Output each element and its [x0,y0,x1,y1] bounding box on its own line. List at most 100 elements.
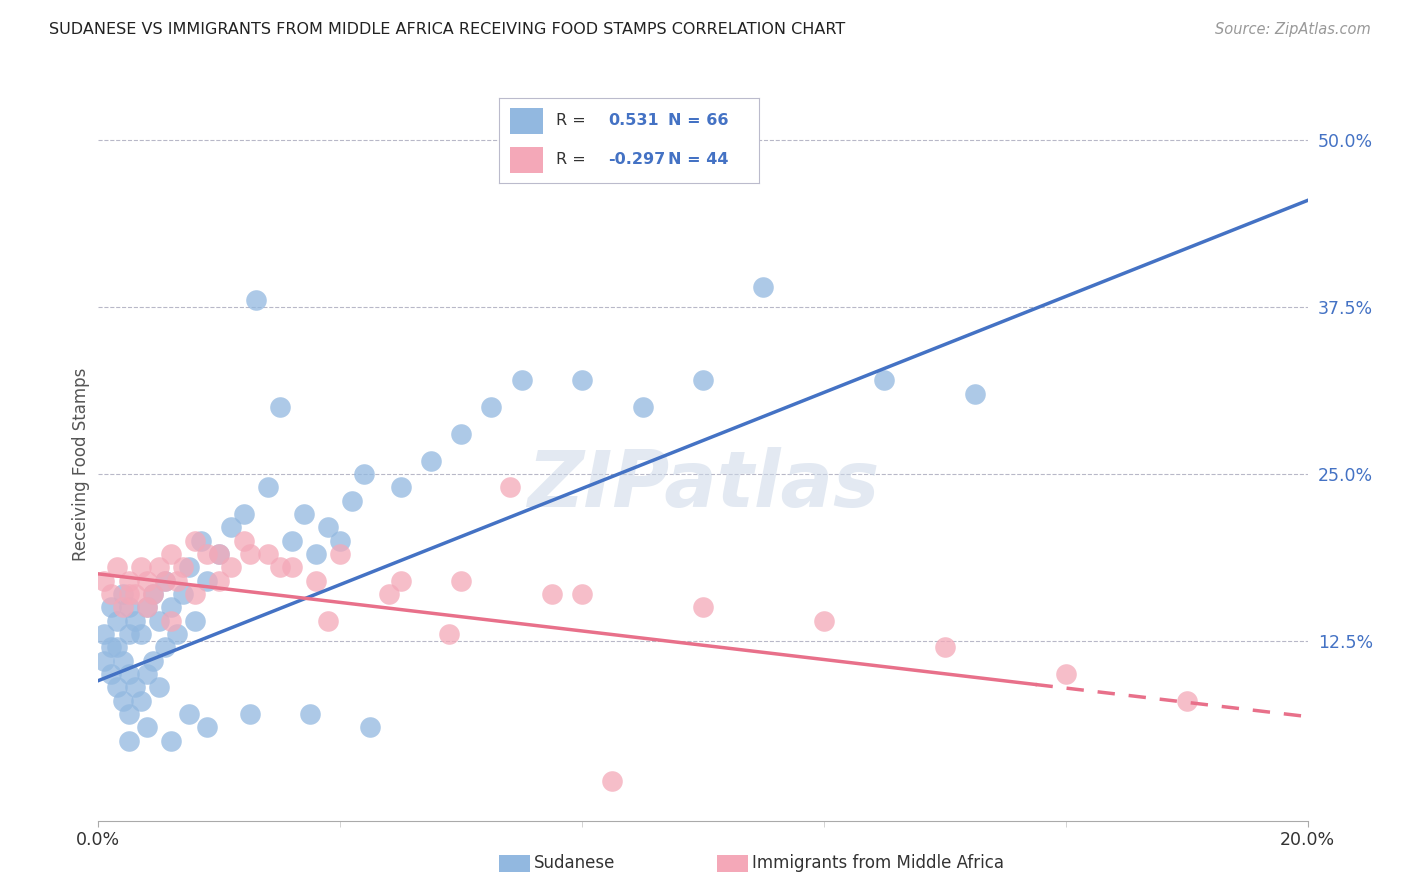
Point [692,374,714,388]
Point [160,547,183,561]
Point [232,507,254,521]
Point [934,640,956,655]
Point [377,587,399,601]
Point [100,600,122,615]
Point [160,733,183,747]
Point [184,587,207,601]
Text: 0.531: 0.531 [609,113,659,128]
Point [1054,667,1077,681]
Point [135,667,157,681]
Point [100,667,122,681]
Point [118,733,141,747]
Point [269,560,291,574]
Point [305,547,328,561]
Point [118,706,141,721]
Point [105,640,128,655]
Point [160,600,183,615]
Point [873,374,896,388]
Point [111,654,134,668]
Point [142,654,165,668]
Point [148,680,170,694]
Point [692,600,714,615]
Point [437,627,460,641]
Point [172,560,194,574]
Point [571,587,593,601]
Point [571,374,593,388]
Point [135,720,157,734]
Point [105,614,128,628]
FancyBboxPatch shape [509,108,543,134]
Point [172,587,194,601]
Text: ZIPatlas: ZIPatlas [527,447,879,524]
Point [118,600,141,615]
Point [299,706,322,721]
Point [93,627,115,641]
Point [166,627,188,641]
Point [177,706,201,721]
Point [93,574,115,588]
Point [105,680,128,694]
Point [281,533,304,548]
Point [208,547,231,561]
Point [124,614,146,628]
Point [177,560,201,574]
Point [481,400,503,414]
Point [221,520,243,534]
Point [118,627,141,641]
Point [166,574,188,588]
Point [135,600,157,615]
Point [305,574,328,588]
Point [160,614,183,628]
Point [540,587,562,601]
Point [221,560,243,574]
Point [135,574,157,588]
Point [142,587,165,601]
Text: R =: R = [557,113,586,128]
Point [342,493,364,508]
Point [360,720,382,734]
Text: Source: ZipAtlas.com: Source: ZipAtlas.com [1215,22,1371,37]
Point [142,587,165,601]
Point [239,706,262,721]
Point [389,480,412,494]
Point [111,693,134,707]
Text: -0.297: -0.297 [609,153,665,168]
Point [631,400,654,414]
Point [190,533,212,548]
Point [100,640,122,655]
Point [292,507,315,521]
Point [118,587,141,601]
Point [602,773,624,788]
Text: Sudanese: Sudanese [534,855,616,872]
Point [353,467,375,481]
Point [813,614,835,628]
Point [389,574,412,588]
Point [239,547,262,561]
Point [232,533,254,548]
FancyBboxPatch shape [509,147,543,173]
Point [148,614,170,628]
Point [153,574,176,588]
Point [105,560,128,574]
Point [111,600,134,615]
Text: N = 66: N = 66 [668,113,728,128]
Point [184,533,207,548]
Point [316,614,339,628]
Point [450,426,472,441]
Point [965,386,987,401]
Text: R =: R = [557,153,586,168]
Point [510,374,533,388]
Point [93,654,115,668]
Point [124,587,146,601]
Point [498,480,520,494]
Point [129,560,152,574]
Point [256,480,278,494]
Point [111,587,134,601]
Point [245,293,267,308]
Point [208,547,231,561]
Point [100,587,122,601]
Point [153,640,176,655]
Point [195,720,218,734]
Point [450,574,472,588]
Point [184,614,207,628]
